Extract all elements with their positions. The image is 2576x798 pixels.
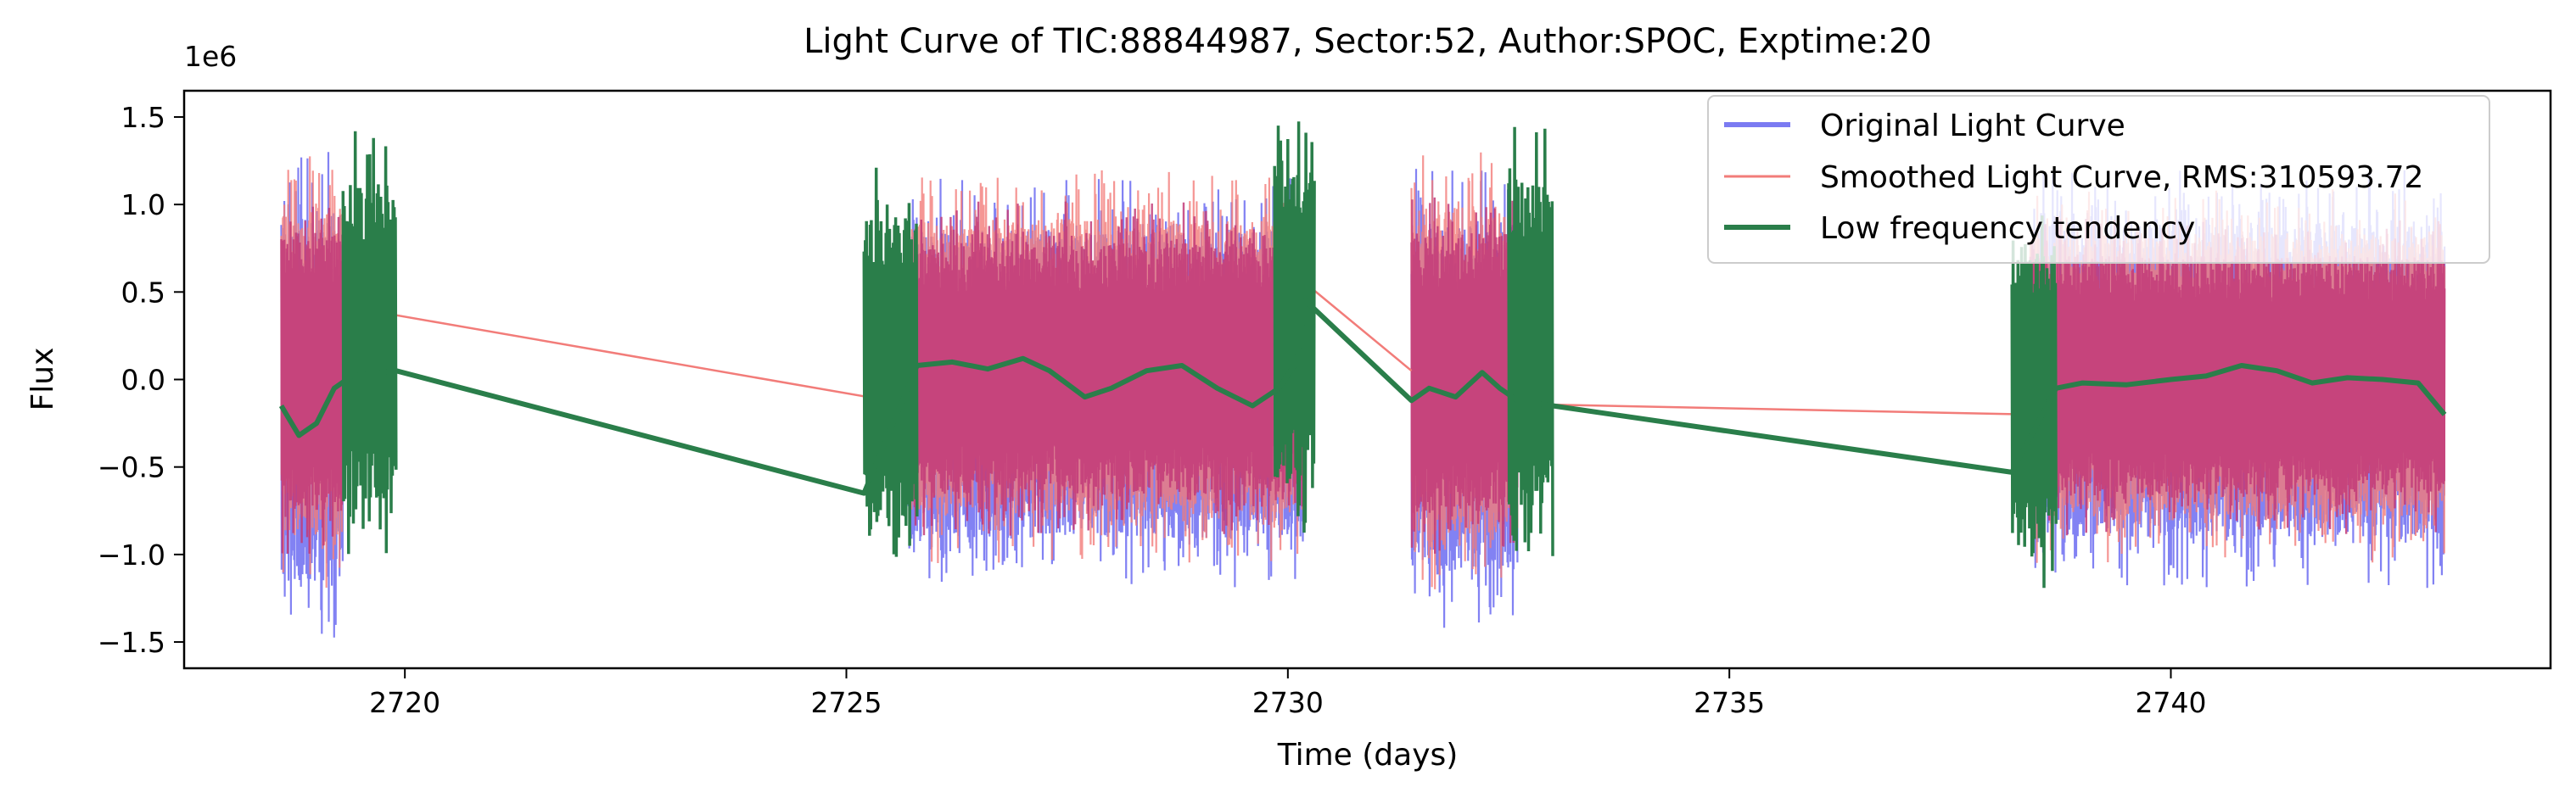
low-frequency-noise-block (2010, 215, 2058, 589)
smoothed-curve-core (2028, 219, 2446, 536)
low-frequency-noise-block (1273, 121, 1316, 533)
legend: Original Light Curve Smoothed Light Curv… (1707, 95, 2490, 264)
y-tick-label: 0.5 (121, 276, 165, 309)
y-tick-label: −1.5 (98, 626, 165, 659)
smoothed-curve-core (280, 206, 344, 554)
y-tick-label: 1.0 (121, 188, 165, 221)
x-tick-label: 2740 (2136, 686, 2207, 719)
y-axis-label: Flux (25, 348, 60, 411)
legend-label-original: Original Light Curve (1820, 109, 2125, 143)
y-axis-scale-label: 1e6 (184, 40, 237, 73)
x-axis-label: Time (days) (1277, 738, 1459, 773)
y-tick-label: 0.0 (121, 364, 165, 397)
low-frequency-noise-block (862, 167, 919, 557)
x-tick-label: 2730 (1252, 686, 1324, 719)
smoothed-curve-gap-line (1517, 403, 2030, 416)
y-axis: −1.5 −1.0 −0.5 0.0 0.5 1.0 1.5 (98, 101, 184, 659)
low-frequency-noise-block (341, 131, 398, 555)
low-frequency-noise-block (1507, 126, 1554, 556)
y-tick-label: −1.0 (98, 539, 165, 572)
smoothed-curve-core (907, 201, 1307, 536)
smoothed-curve-core (1410, 189, 1519, 554)
smoothed-curve-gap-line (1304, 282, 1413, 372)
legend-label-smoothed: Smoothed Light Curve, RMS:310593.72 (1820, 160, 2423, 195)
x-tick-label: 2720 (369, 686, 440, 719)
plot-area (278, 121, 2447, 638)
smoothed-curve-gap-line (343, 304, 909, 405)
legend-label-low-frequency: Low frequency tendency (1820, 211, 2195, 246)
y-tick-label: 1.5 (121, 101, 165, 134)
low-frequency-trend-line (278, 298, 2447, 496)
x-axis: 2720 2725 2730 2735 2740 (369, 668, 2207, 719)
y-tick-label: −0.5 (98, 451, 165, 484)
chart-title: Light Curve of TIC:88844987, Sector:52, … (804, 22, 1932, 61)
x-tick-label: 2725 (811, 686, 882, 719)
legend-box (1707, 95, 2490, 264)
x-tick-label: 2735 (1694, 686, 1765, 719)
